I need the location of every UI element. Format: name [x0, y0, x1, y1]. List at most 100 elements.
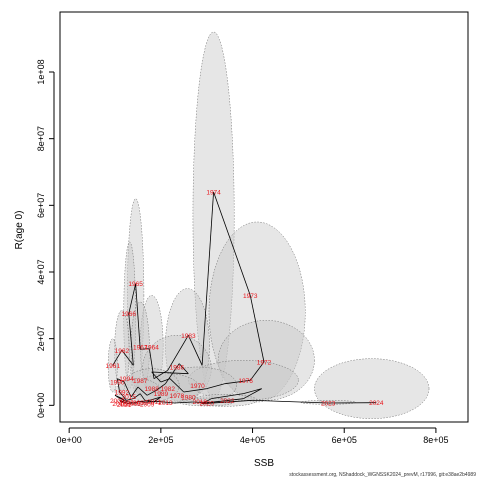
trajectory-segment — [119, 400, 123, 403]
year-label: 1982 — [160, 386, 175, 393]
trajectory-segment — [144, 400, 157, 403]
uncertainty-ellipse — [114, 378, 162, 406]
trajectory-segment — [252, 399, 329, 404]
trajectory-segment — [167, 335, 189, 371]
uncertainty-ellipse — [165, 288, 210, 403]
year-label: 1970 — [190, 383, 205, 390]
trajectory-segment — [156, 383, 166, 391]
year-label: 1972 — [257, 360, 272, 367]
year-label: 1987 — [133, 378, 148, 385]
y-tick-label: 8e+07 — [36, 126, 46, 151]
trajectory-segment — [151, 371, 189, 375]
trajectory-segment — [135, 283, 141, 350]
y-axis-title: R(age 0) — [14, 211, 25, 250]
y-tick-label: 2e+07 — [36, 326, 46, 351]
trajectory-segment — [165, 363, 180, 384]
year-label: 1967 — [133, 345, 148, 352]
year-label: 1964 — [144, 345, 159, 352]
trajectory-segment — [119, 399, 129, 405]
year-label: 1976 — [238, 378, 253, 385]
trajectory-segment — [126, 398, 134, 401]
year-label: 1994 — [119, 376, 134, 383]
year-label: 2021 — [117, 402, 132, 409]
trajectory-segment — [183, 388, 207, 393]
trajectory-segment — [128, 313, 134, 366]
trajectory-segment — [206, 383, 226, 390]
y-tick-label: 0e+00 — [36, 393, 46, 418]
uncertainty-ellipse — [217, 320, 315, 401]
trajectory-segment — [123, 381, 132, 398]
trajectory-segment — [146, 389, 157, 396]
year-label: 2013 — [158, 400, 173, 407]
trajectory-segment — [224, 379, 251, 385]
year-label: 2023 — [321, 401, 336, 408]
y-axis: 0e+00 2e+07 4e+07 6e+07 8e+07 1e+08 — [36, 59, 55, 418]
year-label: 2000 — [110, 398, 125, 405]
year-label: 2022 — [220, 398, 235, 405]
trajectory-segment — [187, 335, 203, 366]
trajectory-segment — [220, 398, 244, 402]
year-labels-layer: 1974 1973 1965 1966 1983 1972 1962 1961 19671964… — [105, 190, 383, 410]
trajectory-segment — [149, 396, 161, 401]
x-tick-label: 6e+05 — [332, 435, 357, 445]
trajectory-segment — [137, 386, 148, 396]
year-label: 1962 — [115, 348, 130, 355]
x-tick-label: 2e+05 — [148, 435, 173, 445]
trajectory-segment — [211, 393, 244, 400]
uncertainty-ellipse — [142, 335, 212, 403]
trajectory-segment — [213, 191, 251, 296]
year-label: 1988 — [144, 386, 159, 393]
trajectory-segment — [169, 378, 185, 393]
trajectory-segment — [117, 378, 125, 383]
trajectory-segment — [130, 401, 136, 404]
year-label: 1989 — [154, 391, 169, 398]
trajectory-segment — [130, 386, 139, 398]
year-label: 1986 — [170, 365, 185, 372]
uncertainty-ellipse — [314, 358, 430, 419]
plot-frame — [59, 11, 469, 423]
year-label: 2005 — [126, 401, 141, 408]
year-label: 2009 — [140, 402, 155, 409]
trajectory-segment — [202, 399, 253, 405]
trajectory-segment — [135, 400, 139, 404]
trajectory-segment — [174, 401, 193, 404]
trajectory-segment — [206, 400, 221, 404]
ellipses-layer — [107, 31, 430, 419]
year-label: 1990 — [110, 380, 125, 387]
uncertainty-ellipse — [123, 241, 136, 389]
year-label: 2011 — [147, 399, 161, 406]
year-label: 1992 — [115, 390, 130, 397]
year-label: 2003 — [119, 400, 134, 407]
uncertainty-ellipse — [178, 397, 235, 407]
year-label: 2019 — [193, 399, 208, 406]
trajectory-segment — [126, 400, 132, 403]
year-label: 1980 — [181, 395, 196, 402]
trajectory-segment — [112, 350, 123, 366]
uncertainty-ellipse — [208, 221, 306, 403]
year-label: 1974 — [206, 190, 221, 197]
y-tick-label: 4e+07 — [36, 259, 46, 284]
trajectory-segment — [116, 378, 120, 393]
year-label: 1973 — [243, 293, 258, 300]
x-axis-title: SSB — [254, 458, 274, 469]
y-tick-label: 6e+07 — [36, 193, 46, 218]
trajectory-segment — [201, 398, 212, 405]
trajectory-segment — [133, 393, 141, 399]
y-tick-label: 1e+08 — [36, 59, 46, 84]
trajectory-segment — [243, 388, 262, 395]
trajectory-segment — [119, 397, 127, 402]
year-label: 1983 — [181, 333, 196, 340]
year-label: 2015 — [122, 394, 137, 401]
trajectory-segment — [249, 295, 265, 363]
year-label: 1966 — [122, 311, 137, 318]
year-label: 1978 — [170, 393, 185, 400]
trajectory-segment — [121, 350, 134, 366]
uncertainty-ellipse — [123, 368, 180, 403]
uncertainty-ellipse — [188, 360, 299, 401]
trajectory-segment — [156, 400, 175, 404]
trajectory-segment — [128, 283, 137, 314]
trajectory-layer — [112, 191, 377, 405]
trajectory-segment — [151, 371, 162, 383]
trajectory-segment — [137, 400, 145, 403]
